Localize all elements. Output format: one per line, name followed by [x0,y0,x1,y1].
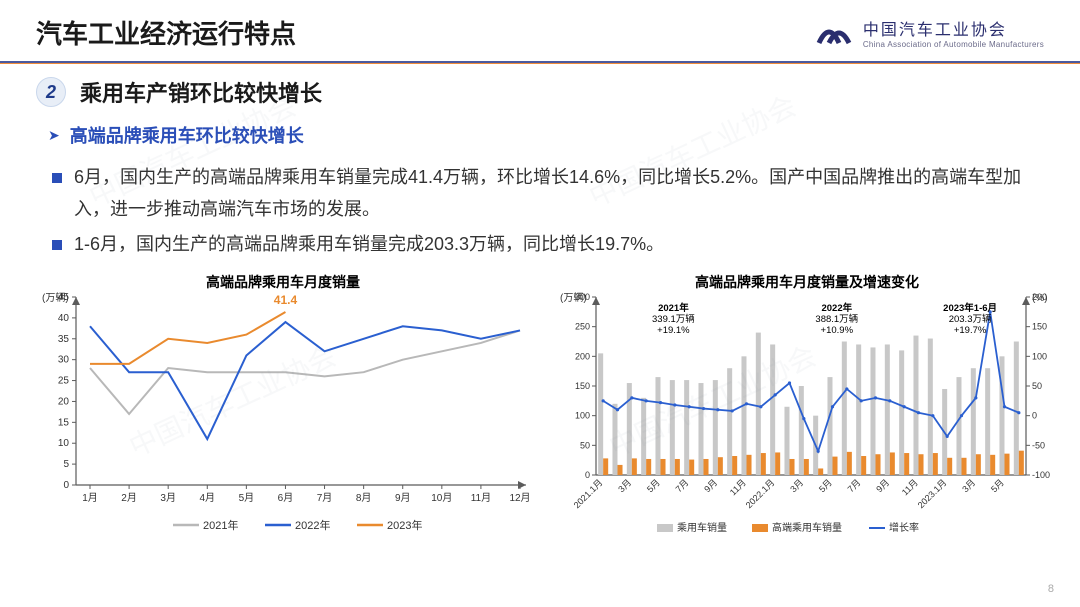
arrow-icon: ➤ [48,127,60,144]
svg-text:12月: 12月 [509,492,530,504]
svg-text:5月: 5月 [645,477,662,494]
svg-text:3月: 3月 [788,477,805,494]
page-title: 汽车工业经济运行特点 [36,14,296,51]
svg-text:10: 10 [58,438,70,449]
svg-text:200: 200 [1032,292,1047,302]
svg-text:2021年: 2021年 [203,518,238,532]
svg-text:11月: 11月 [900,477,920,497]
svg-text:3月: 3月 [960,477,977,494]
svg-text:8月: 8月 [356,492,372,504]
svg-text:50: 50 [580,440,590,450]
svg-text:300: 300 [575,292,590,302]
svg-text:乘用车销量: 乘用车销量 [677,521,727,534]
svg-text:100: 100 [1032,351,1047,361]
svg-text:5月: 5月 [239,492,255,504]
svg-text:9月: 9月 [702,477,719,494]
svg-text:339.1万辆: 339.1万辆 [652,313,695,325]
org-name: 中国汽车工业协会 [863,16,1044,40]
svg-text:4月: 4月 [199,492,215,504]
svg-text:2023.1月: 2023.1月 [916,477,949,510]
org-block: 中国汽车工业协会 China Association of Automobile… [815,16,1044,49]
svg-text:150: 150 [1032,321,1047,331]
svg-text:2021年: 2021年 [658,302,689,314]
org-subtitle: China Association of Automobile Manufact… [863,40,1044,49]
svg-text:2021.1月: 2021.1月 [572,477,605,510]
chart-sales-growth: 高端品牌乘用车月度销量及增速变化(万辆)(%)05010015020025030… [552,273,1062,546]
bullet-item: 1-6月，国内生产的高端品牌乘用车销量完成203.3万辆，同比增长19.7%。 [52,229,1044,261]
org-logo-icon [815,17,853,49]
svg-text:30: 30 [58,354,70,365]
bullet-list: 6月，国内生产的高端品牌乘用车销量完成41.4万辆，环比增长14.6%，同比增长… [52,162,1044,261]
svg-text:250: 250 [575,321,590,331]
chart-monthly-sales: 高端品牌乘用车月度销量(万辆)0510152025303540451月2月3月4… [28,273,538,546]
svg-text:6月: 6月 [278,492,294,504]
svg-text:2022年: 2022年 [821,302,852,314]
svg-text:1月: 1月 [82,492,98,504]
svg-text:10月: 10月 [431,492,452,504]
bullet-text: 6月，国内生产的高端品牌乘用车销量完成41.4万辆，环比增长14.6%，同比增长… [74,162,1044,225]
header: 汽车工业经济运行特点 中国汽车工业协会 China Association of… [0,0,1080,61]
bullet-text: 1-6月，国内生产的高端品牌乘用车销量完成203.3万辆，同比增长19.7%。 [74,229,664,261]
svg-text:25: 25 [58,375,70,386]
svg-text:+19.1%: +19.1% [657,325,690,336]
svg-text:7月: 7月 [846,477,863,494]
svg-text:41.4: 41.4 [274,293,298,307]
svg-text:高端乘用车销量: 高端乘用车销量 [772,521,842,534]
svg-text:0: 0 [585,470,590,480]
svg-text:7月: 7月 [674,477,691,494]
svg-text:-50: -50 [1032,440,1045,450]
section-number-badge: 2 [36,77,66,107]
section-title: 乘用车产销环比较快增长 [80,76,322,108]
svg-text:45: 45 [58,292,70,303]
subsection-heading: ➤ 高端品牌乘用车环比较快增长 [48,122,1044,148]
svg-text:100: 100 [575,410,590,420]
svg-text:高端品牌乘用车月度销量: 高端品牌乘用车月度销量 [206,274,360,290]
svg-text:2月: 2月 [121,492,137,504]
svg-text:3月: 3月 [160,492,176,504]
svg-text:200: 200 [575,351,590,361]
svg-text:2022年: 2022年 [295,518,330,532]
square-icon [52,173,62,183]
svg-text:-100: -100 [1032,470,1050,480]
svg-text:15: 15 [58,417,70,428]
svg-text:2022.1月: 2022.1月 [744,477,777,510]
page-number: 8 [1048,583,1054,595]
svg-text:5: 5 [63,459,69,470]
svg-text:增长率: 增长率 [889,521,919,534]
svg-text:2023年1-6月: 2023年1-6月 [943,302,997,314]
svg-text:11月: 11月 [471,492,491,504]
svg-text:2023年: 2023年 [387,518,422,532]
svg-text:20: 20 [58,396,70,407]
svg-text:0: 0 [1032,410,1037,420]
svg-text:9月: 9月 [395,492,411,504]
svg-text:+19.7%: +19.7% [954,325,987,336]
svg-text:3月: 3月 [616,477,633,494]
svg-text:9月: 9月 [874,477,891,494]
svg-text:0: 0 [63,480,69,491]
bullet-item: 6月，国内生产的高端品牌乘用车销量完成41.4万辆，环比增长14.6%，同比增长… [52,162,1044,225]
svg-text:40: 40 [58,312,70,323]
svg-text:203.3万辆: 203.3万辆 [949,313,992,325]
svg-text:11月: 11月 [728,477,748,497]
svg-text:高端品牌乘用车月度销量及增速变化: 高端品牌乘用车月度销量及增速变化 [695,274,919,290]
subsection-title: 高端品牌乘用车环比较快增长 [70,122,304,148]
svg-text:35: 35 [58,333,70,344]
svg-text:50: 50 [1032,381,1042,391]
svg-text:+10.9%: +10.9% [821,325,854,336]
svg-text:150: 150 [575,381,590,391]
svg-text:5月: 5月 [989,477,1006,494]
svg-text:388.1万辆: 388.1万辆 [815,313,858,325]
svg-text:5月: 5月 [817,477,834,494]
section-heading: 2 乘用车产销环比较快增长 [36,76,1044,108]
square-icon [52,240,62,250]
svg-text:7月: 7月 [317,492,333,504]
